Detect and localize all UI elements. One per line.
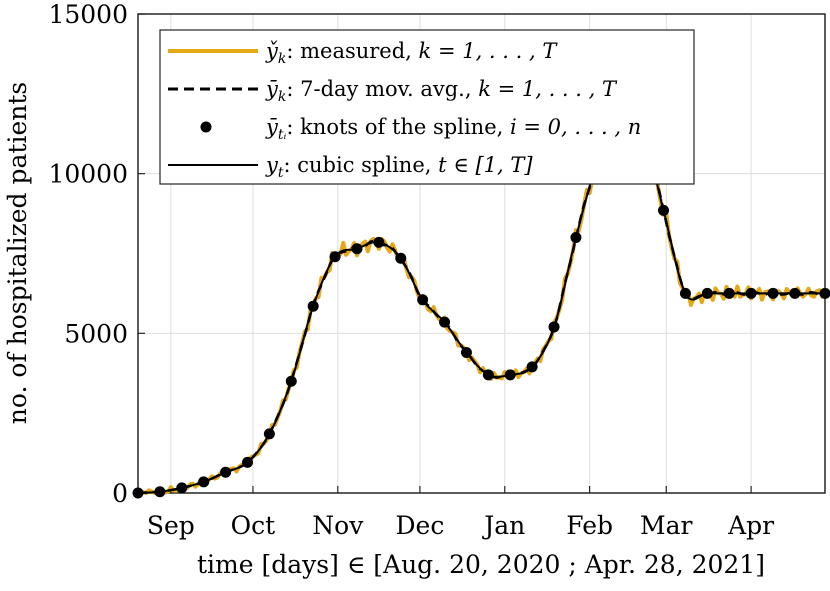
- knot-point-13: [417, 294, 428, 305]
- knot-point-26: [702, 288, 713, 299]
- knot-point-20: [570, 232, 581, 243]
- legend-entry-1: ȳk: 7-day mov. avg., k = 1, . . . , T: [265, 77, 618, 105]
- knot-point-15: [461, 347, 472, 358]
- y-tick-label-3: 15000: [48, 0, 128, 29]
- y-axis-label: no. of hospitalized patients: [3, 82, 32, 424]
- x-axis-label: time [days] ∈ [Aug. 20, 2020 ; Apr. 28, …: [197, 550, 765, 579]
- knot-point-14: [439, 317, 450, 328]
- x-tick-label-1: Oct: [231, 511, 276, 540]
- y-axis-ticks: 0 5000 10000 15000: [48, 0, 145, 508]
- knot-point-9: [330, 251, 341, 262]
- knot-point-2: [176, 482, 187, 493]
- knot-point-4: [220, 467, 231, 478]
- x-tick-label-5: Feb: [566, 511, 613, 540]
- knot-point-10: [351, 243, 362, 254]
- knot-point-25: [680, 288, 691, 299]
- legend-entry-3: yt: cubic spline, t ∈ [1, T]: [265, 153, 533, 181]
- knot-point-7: [286, 376, 297, 387]
- knot-point-1: [154, 486, 165, 497]
- knot-point-6: [264, 428, 275, 439]
- knot-point-28: [746, 288, 757, 299]
- knot-point-8: [308, 301, 319, 312]
- knot-point-0: [133, 488, 144, 499]
- knot-point-29: [767, 288, 778, 299]
- knot-point-5: [242, 457, 253, 468]
- x-tick-label-7: Apr: [727, 511, 774, 540]
- knot-point-12: [395, 253, 406, 264]
- y-tick-label-0: 0: [112, 479, 128, 508]
- knot-point-31: [820, 288, 830, 299]
- knot-point-11: [373, 237, 384, 248]
- x-tick-label-0: Sep: [147, 511, 195, 540]
- knot-point-17: [505, 369, 516, 380]
- knot-point-3: [198, 476, 209, 487]
- x-tick-label-4: Jan: [481, 511, 525, 540]
- x-tick-label-6: Mar: [640, 511, 693, 540]
- x-tick-label-2: Nov: [312, 511, 364, 540]
- knot-point-24: [658, 205, 669, 216]
- legend: y̌k: measured, k = 1, . . . , T ȳk: 7-day…: [160, 30, 694, 184]
- legend-entry-2: ȳtᵢ: knots of the spline, i = 0, . . . ,…: [265, 115, 641, 143]
- legend-swatch-2: [201, 122, 212, 133]
- knot-point-16: [483, 369, 494, 380]
- knot-point-18: [527, 361, 538, 372]
- x-axis-ticks: Sep Oct Nov Dec Jan Feb Mar Apr: [147, 486, 774, 540]
- knot-point-27: [724, 288, 735, 299]
- x-tick-label-3: Dec: [395, 511, 444, 540]
- y-tick-label-1: 5000: [64, 319, 128, 348]
- knot-point-30: [789, 288, 800, 299]
- y-tick-label-2: 10000: [48, 160, 128, 189]
- legend-entry-0: y̌k: measured, k = 1, . . . , T: [265, 39, 558, 67]
- knot-point-19: [549, 321, 560, 332]
